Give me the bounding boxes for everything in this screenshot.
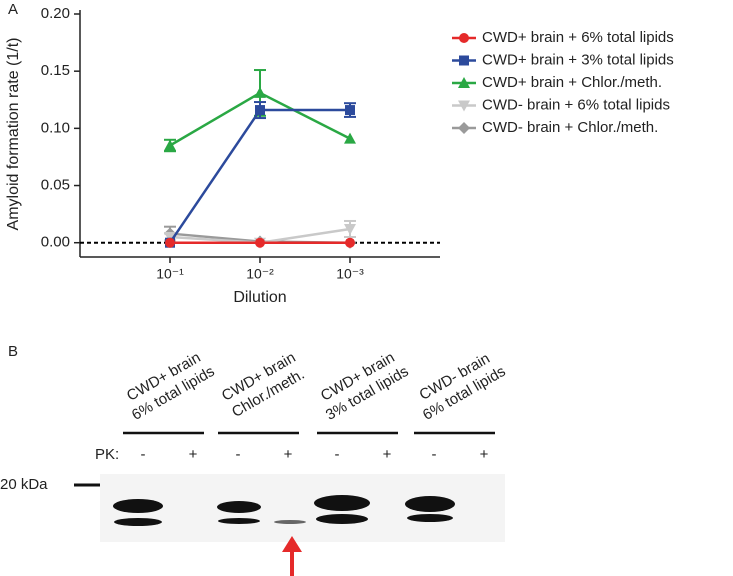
legend-marker <box>458 77 470 88</box>
pk-sign: - <box>335 446 340 463</box>
point <box>164 231 176 243</box>
y-tick-label: 0.05 <box>41 176 70 193</box>
x-tick-label: 10⁻¹ <box>156 266 184 282</box>
point <box>344 132 356 144</box>
point <box>164 139 176 151</box>
point <box>345 237 355 248</box>
y-tick-label: 0.10 <box>41 119 70 136</box>
legend-marker <box>459 55 469 66</box>
y-tick-label: 0.00 <box>41 234 70 251</box>
pk-sign: + <box>284 446 293 463</box>
point <box>344 223 356 235</box>
x-tick-label: 10⁻³ <box>336 266 364 282</box>
pk-sign: + <box>189 446 198 463</box>
legend-marker <box>459 33 469 43</box>
x-axis-label: Dilution <box>233 289 286 306</box>
x-tick-label: 10⁻² <box>246 266 274 282</box>
y-tick-label: 0.20 <box>41 5 70 22</box>
pk-sign: - <box>141 446 146 463</box>
point <box>254 86 266 98</box>
pk-sign: + <box>480 446 489 463</box>
y-axis-label: Amyloid formation rate (1/t) <box>5 38 22 231</box>
point <box>255 237 265 248</box>
legend-marker <box>458 122 470 134</box>
pk-sign: - <box>236 446 241 463</box>
arrow <box>282 536 302 576</box>
point <box>165 237 175 248</box>
blot-bands <box>113 495 455 526</box>
legend-marker <box>458 100 470 112</box>
panel-label: B <box>8 343 18 360</box>
legend-label: CWD+ brain + 6% total lipids <box>482 29 674 46</box>
legend-label: CWD- brain + Chlor./meth. <box>482 119 658 136</box>
point <box>345 105 355 116</box>
legend-label: CWD- brain + 6% total lipids <box>482 96 670 113</box>
pk-label: PK: <box>95 446 119 463</box>
pk-sign: - <box>432 446 437 463</box>
panel-label: A <box>8 1 18 18</box>
legend-label: CWD+ brain + 3% total lipids <box>482 51 674 68</box>
point <box>255 105 265 116</box>
marker-label: 20 kDa <box>0 476 48 493</box>
y-tick-label: 0.15 <box>41 62 70 79</box>
pk-sign: + <box>383 446 392 463</box>
legend-label: CWD+ brain + Chlor./meth. <box>482 74 662 91</box>
